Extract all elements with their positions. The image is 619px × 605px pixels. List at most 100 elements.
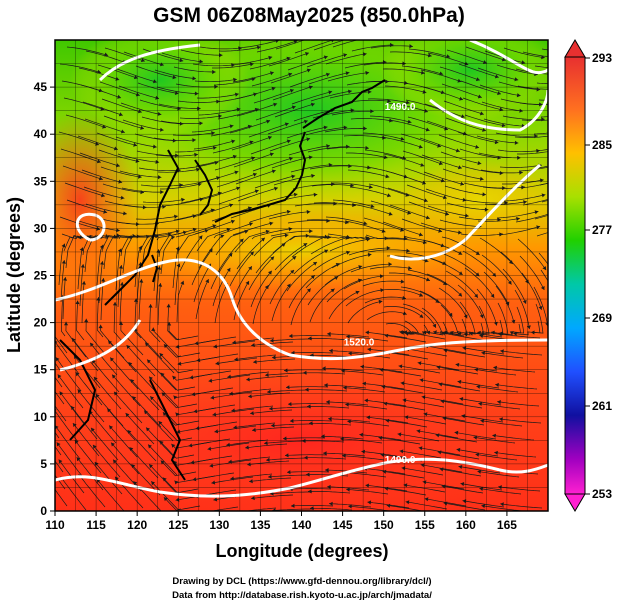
streamline-arrow — [230, 476, 234, 481]
streamline-arrow — [196, 358, 201, 363]
streamline — [366, 311, 407, 321]
streamline — [421, 154, 462, 169]
streamline — [329, 503, 372, 508]
streamline-arrow — [440, 399, 445, 404]
streamline — [306, 219, 349, 224]
streamline-arrow — [326, 72, 330, 77]
streamline-arrow — [482, 60, 487, 64]
streamline-arrow — [409, 44, 413, 49]
streamline-arrow — [249, 140, 254, 145]
streamline-arrow — [91, 427, 95, 432]
streamline — [461, 165, 504, 174]
streamline-arrow — [84, 318, 89, 323]
streamline — [266, 457, 308, 461]
streamline — [306, 53, 348, 68]
streamline-arrow — [384, 333, 389, 338]
streamline-arrow — [306, 472, 310, 477]
streamline-arrow — [125, 413, 130, 417]
streamline-arrow — [310, 102, 315, 107]
streamline-arrow — [348, 504, 352, 509]
streamline-arrow — [249, 222, 253, 227]
streamline — [250, 140, 291, 155]
streamline — [345, 289, 385, 307]
streamline — [496, 64, 538, 75]
streamline-arrow — [382, 135, 386, 140]
streamline — [237, 40, 280, 49]
streamline-arrow — [423, 412, 428, 417]
streamline-arrow — [283, 436, 287, 441]
y-tick-label: 0 — [40, 504, 47, 518]
streamline — [503, 194, 546, 202]
streamline-arrow — [308, 85, 313, 90]
streamline — [494, 452, 537, 458]
streamline-arrow — [387, 193, 391, 198]
streamline — [328, 165, 371, 169]
streamline-arrow — [172, 375, 177, 380]
streamline — [351, 44, 394, 52]
streamline-arrow — [231, 139, 236, 144]
streamline — [66, 199, 108, 213]
streamline-arrow — [120, 282, 125, 286]
streamline — [498, 333, 541, 339]
streamline-arrow — [368, 89, 372, 94]
streamline-arrow — [211, 480, 216, 485]
streamline — [234, 230, 270, 253]
streamline — [441, 485, 484, 494]
streamline — [364, 296, 407, 304]
streamline-arrow — [494, 450, 498, 455]
streamline-arrow — [335, 263, 340, 267]
streamline — [345, 404, 388, 410]
streamline-arrow — [158, 283, 163, 287]
streamline-arrow — [270, 256, 275, 261]
streamline-arrow — [458, 292, 462, 297]
streamline-arrow — [228, 253, 233, 257]
streamline-arrow — [400, 381, 405, 386]
streamline-arrow — [324, 383, 328, 388]
streamline — [493, 366, 536, 373]
streamline — [402, 399, 445, 408]
x-tick-label: 150 — [374, 518, 394, 532]
streamline — [55, 362, 61, 371]
streamline-arrow — [292, 256, 297, 260]
streamline — [196, 353, 239, 362]
streamline-arrow — [43, 472, 47, 476]
streamline — [441, 83, 482, 98]
streamline-arrow — [190, 460, 195, 465]
streamline-arrow — [329, 348, 333, 353]
streamline — [252, 285, 269, 325]
streamline — [424, 256, 463, 276]
streamline — [264, 440, 306, 444]
streamline — [92, 444, 121, 478]
streamline-arrow — [343, 125, 348, 130]
streamline-arrow — [495, 382, 499, 387]
streamline — [312, 251, 351, 272]
streamline-arrow — [261, 237, 265, 242]
streamline-arrow — [310, 275, 315, 280]
streamline-arrow — [248, 266, 252, 271]
colorbar-label: 277 — [592, 223, 612, 237]
streamline — [427, 52, 469, 66]
streamline — [483, 118, 526, 127]
streamline-arrow — [334, 276, 339, 280]
streamline — [419, 137, 460, 152]
streamline-arrow — [446, 54, 451, 59]
streamline-arrow — [108, 340, 112, 345]
streamline-arrow — [306, 68, 311, 73]
streamline-arrow — [234, 357, 238, 362]
streamline-arrow — [133, 142, 137, 147]
streamline-arrow — [239, 238, 244, 243]
streamline — [76, 300, 85, 341]
streamline — [129, 446, 159, 479]
streamline — [408, 48, 451, 58]
streamline — [460, 483, 503, 491]
streamline — [308, 491, 351, 494]
streamline — [364, 149, 407, 160]
streamline-arrow — [199, 121, 203, 126]
streamline-arrow — [497, 91, 501, 96]
streamline-arrow — [500, 502, 504, 507]
streamline-arrow — [462, 197, 467, 202]
streamline-arrow — [482, 192, 486, 197]
streamline-arrow — [153, 144, 157, 149]
streamline-arrow — [104, 52, 109, 57]
streamline-arrow — [498, 332, 502, 337]
